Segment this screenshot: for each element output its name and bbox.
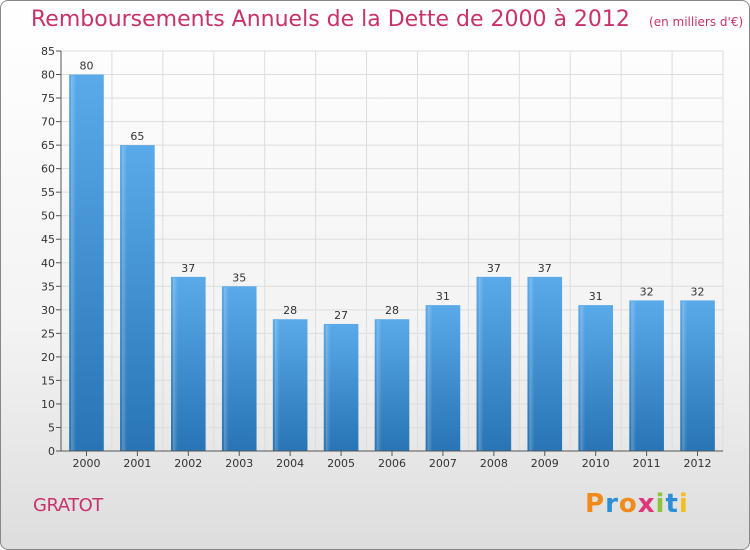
x-tick-label: 2011 bbox=[633, 457, 661, 470]
y-tick-label: 85 bbox=[41, 45, 55, 58]
y-tick-label: 70 bbox=[41, 116, 55, 129]
bar-highlight bbox=[427, 306, 433, 451]
data-label: 80 bbox=[79, 60, 93, 73]
x-tick-label: 2000 bbox=[72, 457, 100, 470]
bar-highlight bbox=[71, 75, 77, 451]
bar-highlight bbox=[376, 320, 382, 451]
y-tick-label: 20 bbox=[41, 351, 55, 364]
logo-letter: t bbox=[665, 489, 679, 519]
data-label: 37 bbox=[181, 262, 195, 275]
x-tick-label: 2003 bbox=[225, 457, 253, 470]
logo-letter: i bbox=[678, 489, 689, 519]
y-tick-label: 65 bbox=[41, 139, 55, 152]
x-tick-label: 2005 bbox=[327, 457, 355, 470]
y-tick-label: 45 bbox=[41, 233, 55, 246]
y-tick-label: 25 bbox=[41, 327, 55, 340]
y-tick-label: 40 bbox=[41, 257, 55, 270]
y-tick-label: 60 bbox=[41, 163, 55, 176]
bar-highlight bbox=[122, 146, 128, 451]
y-tick-label: 35 bbox=[41, 280, 55, 293]
y-tick-label: 5 bbox=[48, 421, 55, 434]
data-label: 35 bbox=[232, 271, 246, 284]
chart-title: Remboursements Annuels de la Dette de 20… bbox=[31, 7, 630, 32]
y-tick-label: 10 bbox=[41, 398, 55, 411]
y-tick-label: 75 bbox=[41, 92, 55, 105]
logo-letter: o bbox=[618, 489, 638, 519]
x-tick-label: 2007 bbox=[429, 457, 457, 470]
data-label: 27 bbox=[334, 309, 348, 322]
data-label: 37 bbox=[487, 262, 501, 275]
logo-letter: x bbox=[637, 489, 656, 519]
bar-highlight bbox=[223, 287, 229, 451]
x-tick-label: 2001 bbox=[123, 457, 151, 470]
data-label: 31 bbox=[436, 290, 450, 303]
y-tick-label: 0 bbox=[48, 445, 55, 458]
data-label: 32 bbox=[691, 285, 705, 298]
logo-letter: i bbox=[655, 489, 666, 519]
x-tick-label: 2012 bbox=[684, 457, 712, 470]
commune-name: GRATOT bbox=[33, 495, 103, 516]
y-tick-label: 30 bbox=[41, 304, 55, 317]
bar-highlight bbox=[172, 277, 178, 451]
x-tick-label: 2004 bbox=[276, 457, 304, 470]
x-tick-label: 2009 bbox=[531, 457, 559, 470]
bar-highlight bbox=[682, 301, 688, 451]
x-tick-label: 2010 bbox=[582, 457, 610, 470]
chart-title-row: Remboursements Annuels de la Dette de 20… bbox=[31, 7, 743, 32]
bar-highlight bbox=[631, 301, 637, 451]
data-label: 37 bbox=[538, 262, 552, 275]
bars bbox=[69, 74, 715, 451]
data-label: 32 bbox=[640, 285, 654, 298]
bar-highlight bbox=[478, 277, 484, 451]
y-tick-label: 80 bbox=[41, 69, 55, 82]
proxiti-logo: Proxiti bbox=[585, 489, 689, 519]
x-tick-label: 2002 bbox=[174, 457, 202, 470]
chart-unit-note: (en milliers d'€) bbox=[649, 15, 744, 29]
logo-letter: P bbox=[585, 489, 606, 519]
y-tick-label: 55 bbox=[41, 186, 55, 199]
logo-letter: r bbox=[605, 489, 619, 519]
data-label: 31 bbox=[589, 290, 603, 303]
bar-highlight bbox=[529, 277, 535, 451]
bar-highlight bbox=[325, 324, 331, 451]
y-tick-label: 50 bbox=[41, 210, 55, 223]
y-tick-label: 15 bbox=[41, 374, 55, 387]
labels: 0 5 10 15 20 25 30 35 40 45 50 55 60 65 70 75 80 85 80 2000… bbox=[41, 45, 712, 470]
data-label: 28 bbox=[385, 304, 399, 317]
data-label: 28 bbox=[283, 304, 297, 317]
data-label: 65 bbox=[130, 130, 144, 143]
x-tick-label: 2008 bbox=[480, 457, 508, 470]
bar-highlight bbox=[274, 320, 280, 451]
axes bbox=[56, 50, 723, 456]
x-tick-label: 2006 bbox=[378, 457, 406, 470]
bar-highlight bbox=[580, 306, 586, 451]
